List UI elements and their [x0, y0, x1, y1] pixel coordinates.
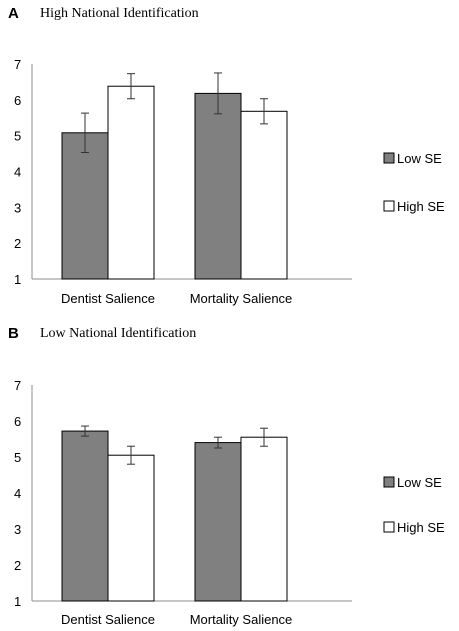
y-tick-label: 3	[14, 200, 21, 215]
chart-title: High National Identification	[40, 6, 199, 21]
legend-swatch	[383, 200, 395, 212]
x-tick-label: Mortality Salience	[190, 612, 293, 627]
legend-label: Low SE	[397, 475, 442, 490]
y-tick-label: 7	[14, 57, 21, 72]
legend-swatch	[383, 476, 395, 488]
y-tick-label: 4	[14, 486, 21, 501]
y-tick-label: 5	[14, 129, 21, 144]
panel-letter: B	[8, 325, 19, 342]
bar-low-se	[194, 442, 242, 602]
y-tick-label: 1	[14, 272, 21, 287]
bar-low-se	[61, 430, 109, 602]
x-tick-label: Dentist Salience	[61, 291, 155, 306]
legend-label: High SE	[397, 199, 445, 214]
y-tick-label: 6	[14, 93, 21, 108]
legend-label: Low SE	[397, 151, 442, 166]
bar-high-se	[107, 454, 155, 602]
bar-low-se	[61, 132, 109, 280]
y-tick-label: 7	[14, 378, 21, 393]
chart-title: Low National Identification	[40, 326, 196, 341]
y-tick-label: 3	[14, 522, 21, 537]
x-tick-label: Mortality Salience	[190, 291, 293, 306]
y-tick-label: 6	[14, 414, 21, 429]
bar-high-se	[107, 85, 155, 280]
y-tick-label: 2	[14, 558, 21, 573]
bar-high-se	[240, 110, 288, 280]
legend-label: High SE	[397, 520, 445, 535]
legend-swatch	[383, 521, 395, 533]
x-tick-label: Dentist Salience	[61, 612, 155, 627]
legend-swatch	[383, 152, 395, 164]
y-tick-label: 4	[14, 165, 21, 180]
y-tick-label: 1	[14, 594, 21, 609]
bar-low-se	[194, 92, 242, 280]
y-tick-label: 5	[14, 450, 21, 465]
y-tick-label: 2	[14, 236, 21, 251]
bar-high-se	[240, 436, 288, 602]
panel-letter: A	[8, 5, 19, 22]
